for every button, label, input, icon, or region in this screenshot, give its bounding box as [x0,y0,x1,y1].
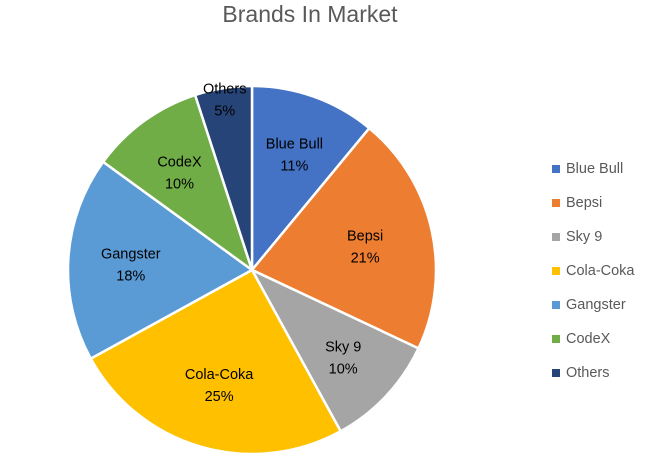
slice-category-label-sky-9: Sky 9 [325,340,361,356]
slice-value-label-bepsi: 21% [351,251,380,267]
pie-slice-cola-coka [89,268,342,456]
slice-category-label-cola-coka: Cola-Coka [185,367,254,383]
slice-category-label-codex: CodeX [157,154,202,170]
slice-value-label-gangster: 18% [116,268,145,284]
chart-legend: Blue Bull Bepsi Sky 9 Cola-Coka Gangster Code… [552,159,635,397]
pie-slice-codex [101,93,254,272]
legend-swatch-cola-coka [552,267,560,275]
legend-swatch-others [552,369,560,377]
legend-swatch-sky-9 [552,233,560,241]
pie-slice-gangster [66,160,254,360]
legend-swatch-codex [552,335,560,343]
slice-value-label-codex: 10% [165,176,194,192]
legend-item-blue-bull: Blue Bull [552,159,635,193]
slice-labels: Blue Bull 11% Bepsi 21% Sky 9 10% Cola-Coka 25%… [101,81,383,405]
slice-category-label-others: Others [203,81,247,97]
slice-value-label-others: 5% [214,103,235,119]
legend-swatch-gangster [552,301,560,309]
legend-item-bepsi: Bepsi [552,193,635,227]
legend-swatch-blue-bull [552,165,560,173]
legend-item-codex: CodeX [552,329,635,363]
pie-slice-sky-9 [250,268,420,433]
legend-item-gangster: Gangster [552,295,635,329]
legend-swatch-bepsi [552,199,560,207]
slice-value-label-sky-9: 10% [329,362,358,378]
legend-label-gangster: Gangster [566,297,626,313]
slice-category-label-bepsi: Bepsi [347,229,383,245]
chart-title: Brands In Market [222,1,398,27]
legend-item-cola-coka: Cola-Coka [552,261,635,295]
pie-slices [66,84,438,456]
legend-item-others: Others [552,363,635,397]
pie-slice-bepsi [250,126,438,350]
pie-slice-others [193,84,254,272]
slice-value-label-blue-bull: 11% [280,158,308,174]
legend-label-sky-9: Sky 9 [566,229,603,245]
legend-label-others: Others [566,365,610,381]
legend-label-blue-bull: Blue Bull [566,161,624,177]
legend-label-codex: CodeX [566,331,611,347]
slice-value-label-cola-coka: 25% [205,389,234,405]
legend-item-sky-9: Sky 9 [552,227,635,261]
legend-label-bepsi: Bepsi [566,195,603,211]
slice-category-label-blue-bull: Blue Bull [266,136,323,152]
pie-slice-blue-bull [250,84,371,272]
slice-category-label-gangster: Gangster [101,246,161,262]
legend-label-cola-coka: Cola-Coka [566,263,635,279]
